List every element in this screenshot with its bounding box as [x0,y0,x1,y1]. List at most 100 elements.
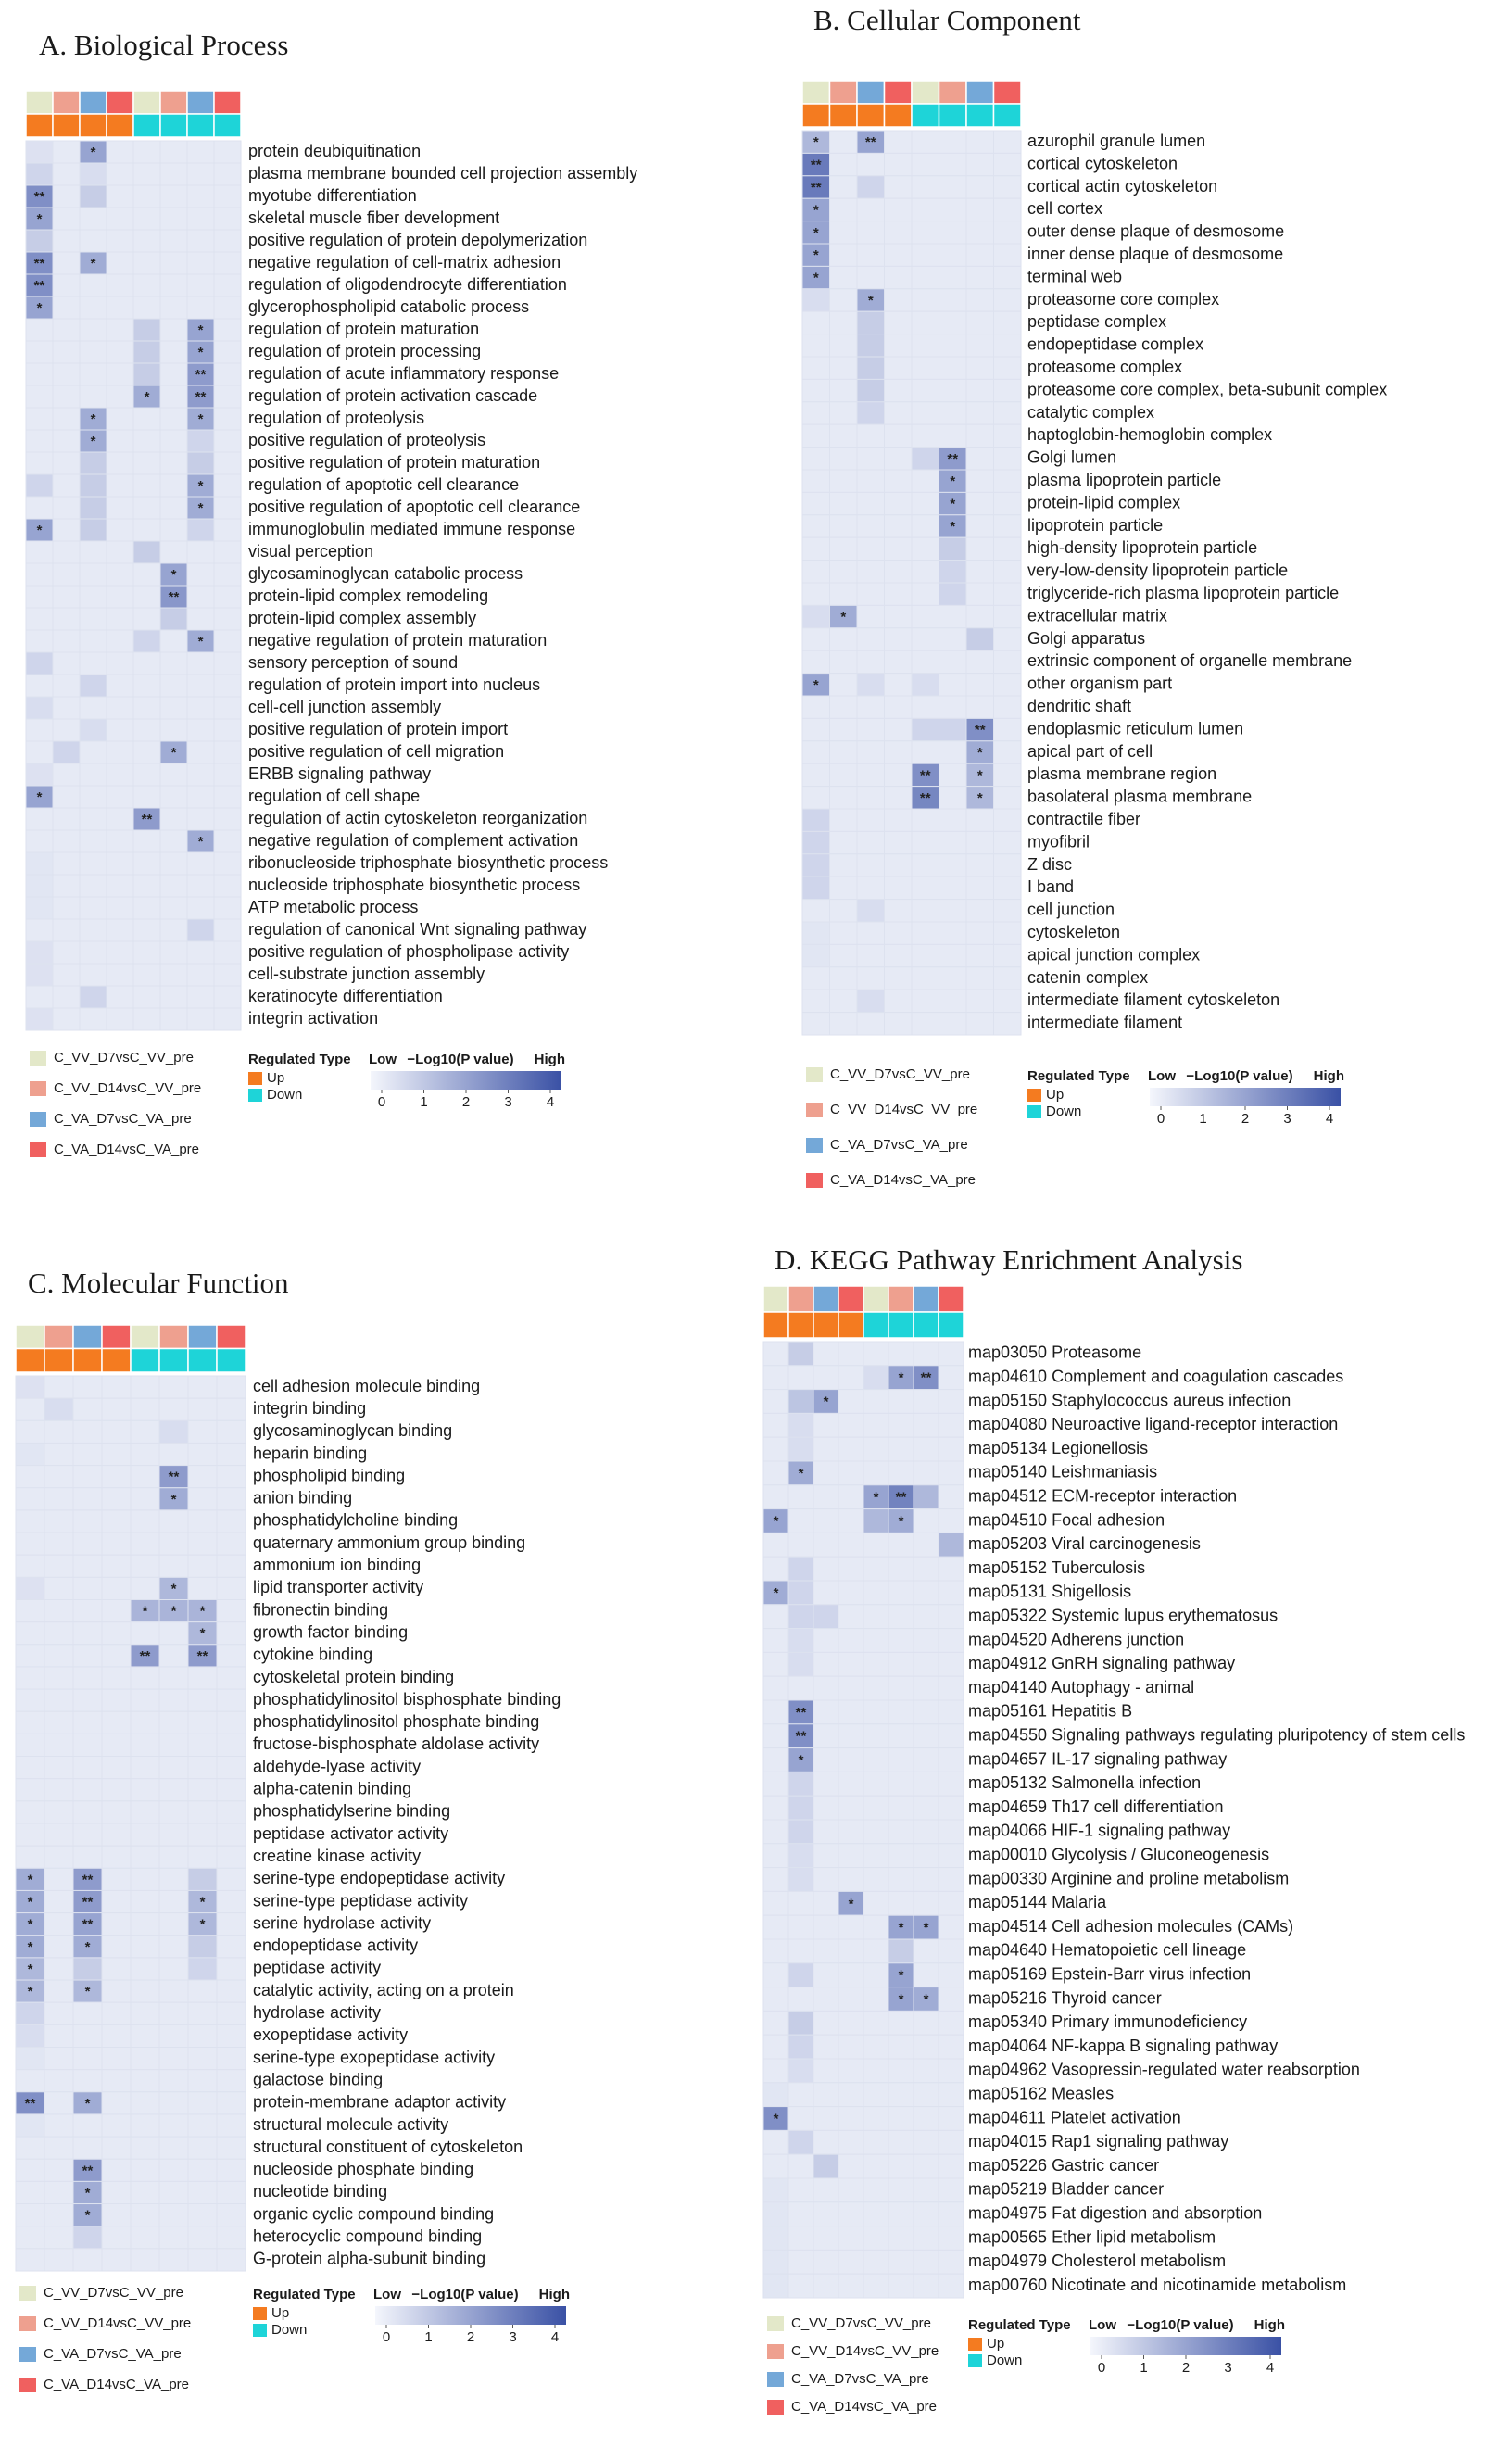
heatmap-cell [884,423,913,448]
significance-mark: ** [920,767,931,783]
heatmap-cell [911,808,939,832]
heatmap-cell [913,2153,939,2179]
heatmap-cell [813,2201,839,2227]
heatmap-cell [79,184,107,208]
colorbar-tick-label: 3 [509,2329,516,2345]
heatmap-cell [829,356,858,380]
heatmap-cell [829,921,858,945]
heatmap-cell [130,1576,160,1600]
heatmap-cell [130,1621,160,1646]
row-label: protein-lipid complex [1027,493,1180,511]
heatmap-cell [938,1365,964,1391]
regulation-header-cell [938,1311,964,1339]
heatmap-cell [813,1365,839,1391]
significance-mark: * [813,677,819,693]
heatmap-cell [838,1580,864,1606]
heatmap-cell [130,1867,160,1891]
heatmap-cell [965,1012,994,1036]
colorbar-title: −Log10(P value) [407,1052,513,1067]
significance-mark: * [198,322,204,338]
regulation-header-cell [216,1347,246,1373]
heatmap-cell [159,918,188,942]
heatmap-cell [106,896,134,920]
heatmap-cell [159,207,188,231]
heatmap-cell [884,763,913,788]
heatmap-cell [993,221,1022,245]
heatmap-cell [913,1604,939,1630]
regulation-header-cell [965,103,995,128]
heatmap-cell [101,1935,132,1959]
row-label: map03050 Proteasome [968,1343,1141,1362]
heatmap-cell [15,1644,45,1668]
row-label: map04975 Fat digestion and absorption [968,2203,1262,2222]
heatmap-cell [993,514,1022,538]
heatmap-cell [856,243,885,267]
heatmap-cell [838,1532,864,1558]
colorbar-title: −Log10(P value) [411,2287,518,2302]
heatmap-cell [884,334,913,358]
legend-label: Down [987,2352,1022,2368]
group-header-cell [863,1285,889,1313]
heatmap-cell [856,966,885,990]
heatmap-cell [187,1419,218,1444]
heatmap-cell [993,853,1022,877]
heatmap-cell [130,1845,160,1869]
heatmap-cell [132,674,161,698]
heatmap-cell [106,162,134,186]
heatmap-cell [965,469,994,493]
significance-mark: * [813,225,819,241]
heatmap-cell [856,514,885,538]
heatmap-cell [158,2001,189,2025]
significance-mark: * [950,473,955,489]
regulation-header-cell [15,1347,45,1373]
heatmap-cell [838,2226,864,2251]
legend-swatch [19,2316,36,2331]
significance-mark: * [799,1466,804,1482]
row-label: map05203 Viral carcinogenesis [968,1534,1201,1553]
significance-mark: * [840,610,846,625]
heatmap-cell [159,162,188,186]
heatmap-cell [838,1341,864,1367]
heatmap-cell [829,491,858,516]
heatmap-cell [72,2158,103,2182]
heatmap-cell [186,629,215,653]
group-header-cell [15,1324,45,1350]
heatmap-cell [762,1938,789,1964]
row-label: structural molecule activity [253,2115,448,2134]
heatmap-cell [159,1007,188,1031]
heatmap-cell [863,1389,889,1414]
regulation-header-cell [44,1347,74,1373]
heatmap-cell [813,1604,839,1630]
heatmap-cell [106,1007,134,1031]
heatmap-cell [186,251,215,275]
heatmap-cell [888,1341,914,1367]
regulation-header-cell [911,103,940,128]
heatmap-cell [187,1823,218,1847]
heatmap-cell [25,429,54,453]
heatmap-cell [72,1935,103,1959]
heatmap-cell [856,401,885,425]
significance-mark: * [924,1920,929,1936]
heatmap-cell [913,2010,939,2036]
heatmap-cell [79,340,107,364]
heatmap-cell [829,447,858,471]
heatmap-cell [44,1823,74,1847]
heatmap-cell [52,429,81,453]
heatmap-cell [158,1397,189,1421]
heatmap-cell [72,1576,103,1600]
colorbar-tick-label: 0 [1157,1111,1165,1127]
significance-mark: * [145,389,150,405]
group-header-cell [44,1324,74,1350]
row-label: myofibril [1027,832,1090,851]
heatmap-cell [788,1914,814,1940]
heatmap-cell [130,1823,160,1847]
heatmap-cell [52,496,81,520]
heatmap-cell [884,378,913,403]
heatmap-cell [106,540,134,564]
heatmap-cell [884,966,913,990]
heatmap-cell [25,140,54,164]
row-label: plasma membrane bounded cell projection … [248,164,637,183]
heatmap-cell [762,1675,789,1701]
heatmap-cell [158,1710,189,1734]
heatmap-cell [884,717,913,742]
